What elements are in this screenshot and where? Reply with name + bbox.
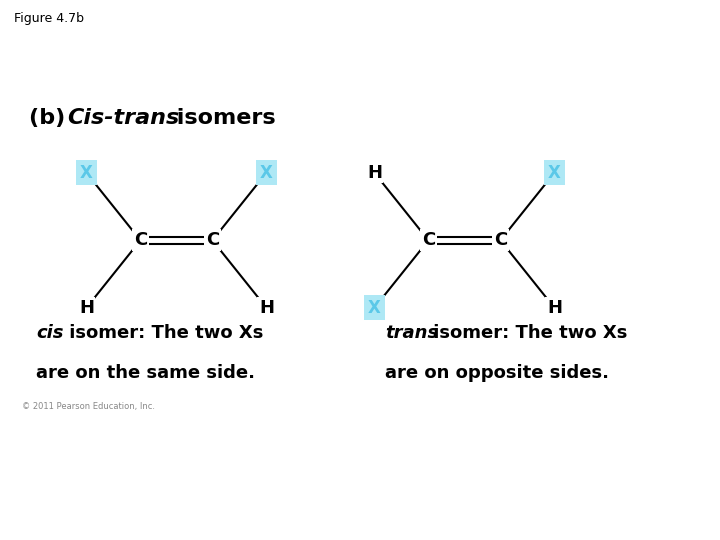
- Text: X: X: [80, 164, 93, 182]
- Text: H: H: [547, 299, 562, 317]
- Text: Figure 4.7b: Figure 4.7b: [14, 12, 84, 25]
- Text: X: X: [260, 164, 273, 182]
- Text: cis: cis: [36, 324, 63, 342]
- Text: isomers: isomers: [169, 108, 276, 128]
- Text: isomer: The two Xs: isomer: The two Xs: [427, 324, 627, 342]
- Text: © 2011 Pearson Education, Inc.: © 2011 Pearson Education, Inc.: [22, 402, 155, 411]
- Text: H: H: [79, 299, 94, 317]
- Text: are on opposite sides.: are on opposite sides.: [385, 364, 609, 382]
- Text: (b): (b): [29, 108, 73, 128]
- Text: isomer: The two Xs: isomer: The two Xs: [63, 324, 264, 342]
- Text: H: H: [367, 164, 382, 182]
- Text: C: C: [134, 231, 147, 249]
- Text: C: C: [206, 231, 219, 249]
- Text: are on the same side.: are on the same side.: [36, 364, 255, 382]
- Text: H: H: [259, 299, 274, 317]
- Text: X: X: [548, 164, 561, 182]
- Text: X: X: [368, 299, 381, 317]
- Text: C: C: [422, 231, 435, 249]
- Text: Cis-trans: Cis-trans: [67, 108, 179, 128]
- Text: C: C: [494, 231, 507, 249]
- Text: trans: trans: [385, 324, 438, 342]
